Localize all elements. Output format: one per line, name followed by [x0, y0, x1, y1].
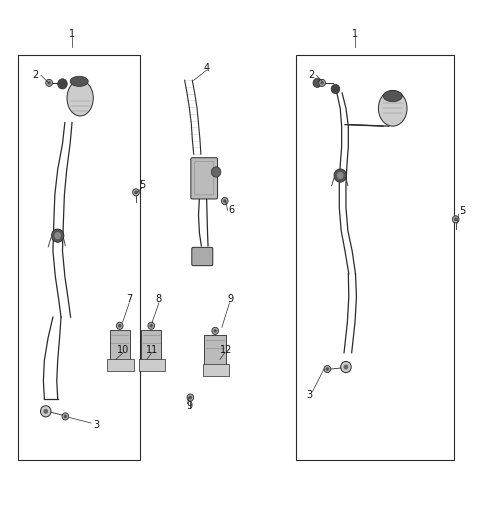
Text: 1: 1 — [351, 30, 358, 39]
Circle shape — [187, 394, 194, 401]
Bar — [108, 359, 133, 371]
Circle shape — [214, 329, 217, 333]
Text: 1: 1 — [69, 30, 75, 39]
Circle shape — [62, 413, 69, 420]
Circle shape — [223, 199, 227, 203]
Circle shape — [454, 218, 457, 221]
Ellipse shape — [70, 76, 88, 87]
Circle shape — [118, 324, 121, 328]
Text: 9: 9 — [187, 401, 193, 411]
Circle shape — [51, 229, 64, 242]
Circle shape — [134, 190, 138, 194]
Circle shape — [64, 415, 67, 418]
Circle shape — [116, 322, 123, 329]
Circle shape — [321, 81, 324, 84]
Circle shape — [211, 167, 221, 177]
Bar — [139, 359, 165, 371]
Text: 11: 11 — [145, 345, 158, 355]
Circle shape — [341, 361, 351, 373]
Text: 9: 9 — [228, 294, 233, 304]
Text: 6: 6 — [228, 205, 234, 215]
Bar — [296, 55, 454, 460]
Ellipse shape — [378, 91, 407, 126]
Circle shape — [132, 189, 139, 196]
Circle shape — [313, 78, 322, 88]
Ellipse shape — [67, 80, 93, 116]
Circle shape — [148, 322, 155, 329]
Circle shape — [337, 172, 344, 179]
Text: 4: 4 — [204, 62, 210, 73]
Bar — [18, 55, 140, 460]
Circle shape — [331, 84, 340, 94]
FancyBboxPatch shape — [191, 158, 217, 199]
Circle shape — [319, 79, 325, 87]
Text: 8: 8 — [156, 294, 162, 304]
FancyBboxPatch shape — [204, 335, 226, 366]
Circle shape — [189, 396, 192, 399]
Text: 3: 3 — [306, 390, 312, 399]
Text: 2: 2 — [309, 70, 315, 80]
Text: 5: 5 — [139, 180, 145, 190]
Text: 12: 12 — [219, 345, 232, 355]
Circle shape — [212, 327, 218, 334]
Text: 10: 10 — [117, 345, 129, 355]
Circle shape — [48, 81, 51, 84]
FancyBboxPatch shape — [110, 330, 130, 360]
FancyBboxPatch shape — [192, 247, 213, 266]
Circle shape — [46, 79, 52, 87]
Circle shape — [452, 216, 459, 223]
Circle shape — [54, 232, 61, 239]
Circle shape — [324, 366, 331, 373]
Circle shape — [43, 409, 48, 414]
Ellipse shape — [383, 91, 402, 102]
Bar — [203, 365, 229, 376]
Circle shape — [344, 365, 348, 370]
Circle shape — [150, 324, 153, 328]
Circle shape — [334, 169, 347, 182]
Circle shape — [325, 367, 329, 371]
Circle shape — [40, 406, 51, 417]
FancyBboxPatch shape — [141, 330, 161, 360]
Text: 7: 7 — [126, 294, 132, 304]
Text: 3: 3 — [94, 420, 100, 430]
Circle shape — [58, 79, 67, 89]
Circle shape — [221, 198, 228, 205]
Text: 2: 2 — [33, 70, 39, 80]
Text: 5: 5 — [459, 206, 465, 216]
